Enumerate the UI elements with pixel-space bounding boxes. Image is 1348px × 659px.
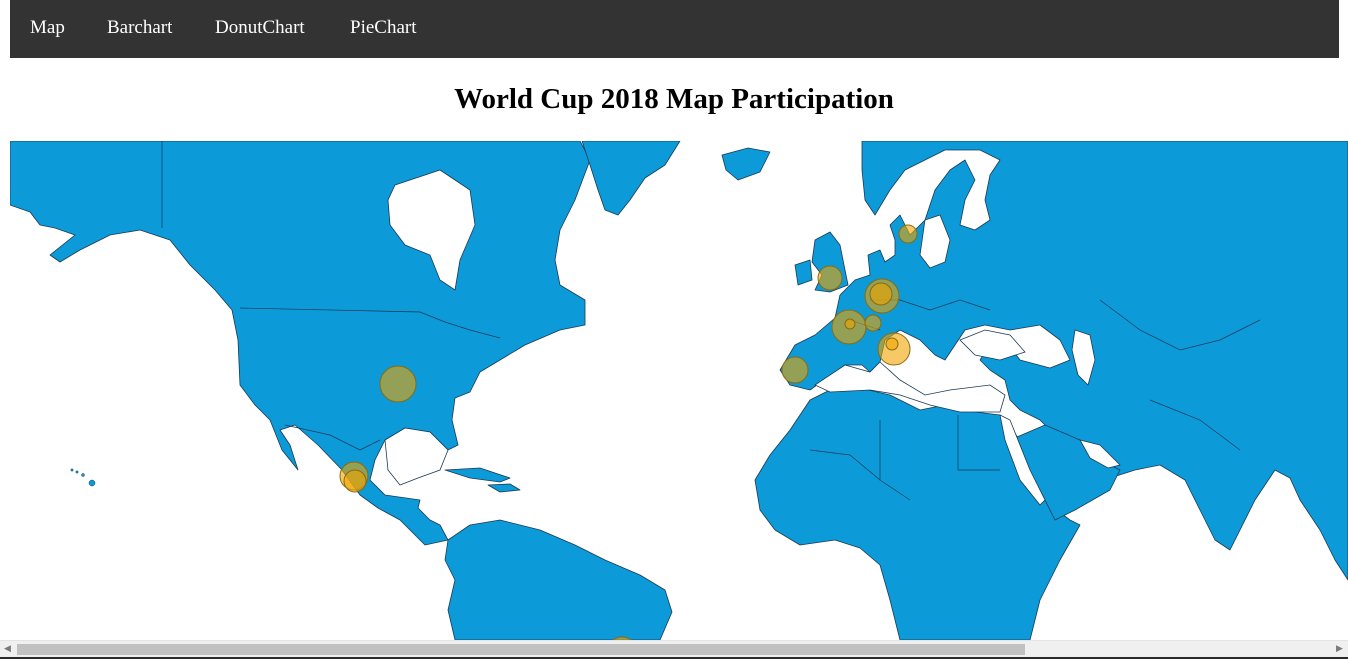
hudson-bay (387, 169, 476, 291)
top-navbar: Map Barchart DonutChart PieChart (10, 0, 1339, 58)
black-sea (959, 329, 1026, 361)
scrollbar-thumb[interactable] (17, 644, 1025, 655)
nav-map-link[interactable]: Map (30, 17, 65, 38)
nav-piechart-link[interactable]: PieChart (350, 17, 417, 38)
land-africa (754, 387, 1081, 640)
hawaii-islands (70, 468, 96, 487)
right-arrow-icon[interactable]: ▶ (1336, 644, 1343, 654)
bubble-germany-inner (869, 282, 893, 306)
persian-gulf (1079, 439, 1121, 469)
land-cuba (444, 467, 511, 483)
caspian-sea (1071, 329, 1096, 386)
mediterranean (814, 361, 1006, 413)
world-map[interactable] (10, 141, 1348, 640)
world-map-svg (10, 141, 1348, 640)
bubble-mexico-inner (343, 469, 367, 493)
page-title: World Cup 2018 Map Participation (454, 83, 894, 115)
bubble-switzerland (864, 314, 882, 332)
land-greenland (581, 141, 681, 216)
land-arabia (1009, 424, 1121, 521)
gulf-of-mexico (384, 427, 449, 486)
bubble-sweden (898, 224, 918, 244)
land-shapes (10, 141, 1348, 640)
nav-donutchart-link[interactable]: DonutChart (215, 17, 305, 38)
water-shapes (384, 169, 1121, 506)
participation-bubbles (339, 224, 918, 640)
bottom-edge-line (0, 657, 1348, 659)
land-iceland (721, 147, 771, 181)
border-lines (161, 141, 1261, 501)
left-arrow-icon[interactable]: ◀ (4, 644, 11, 654)
bubble-france-inner (844, 318, 856, 330)
land-hispaniola (487, 483, 521, 493)
nav-barchart-link[interactable]: Barchart (107, 17, 173, 38)
red-sea (999, 414, 1046, 506)
bubble-italy-inner (885, 337, 899, 351)
bubble-usa (379, 365, 417, 403)
horizontal-scrollbar[interactable]: ◀ ▶ (0, 640, 1348, 658)
bubble-england (817, 265, 843, 291)
land-ireland (794, 259, 813, 286)
bubble-brazil (612, 636, 632, 640)
baltic-sea (919, 214, 951, 269)
land-south-america (444, 519, 673, 640)
bubble-spain (781, 356, 809, 384)
